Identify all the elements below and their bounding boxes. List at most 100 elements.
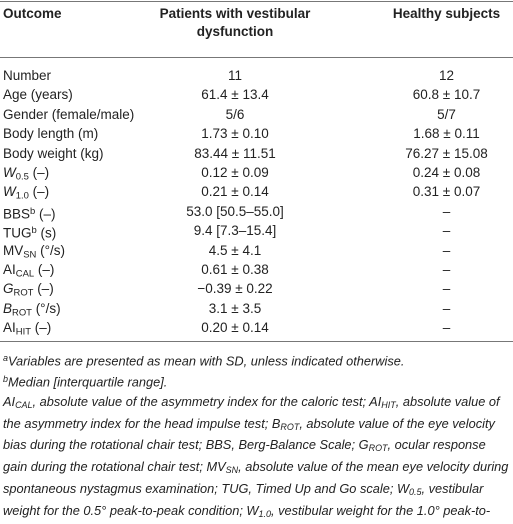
- healthy-value: 60.8 ± 10.7: [412, 87, 481, 103]
- header-healthy: Healthy subjects: [392, 6, 501, 21]
- text-segment: b: [3, 374, 8, 384]
- text-segment: AI: [3, 262, 16, 277]
- text-segment: , ocular response gain during the rotati…: [3, 437, 486, 475]
- text-segment: Number: [3, 68, 52, 83]
- healthy-value: 0.31 ± 0.07: [412, 184, 481, 200]
- text-segment: ROT: [13, 287, 34, 299]
- text-segment: TUG: [3, 225, 32, 241]
- row-label: AICAL (–): [3, 260, 54, 283]
- text-segment: b: [31, 225, 37, 237]
- text-segment: Body weight (kg): [3, 145, 104, 161]
- text-segment: 1.0: [15, 190, 29, 202]
- healthy-value: –: [442, 223, 451, 239]
- text-segment: b: [30, 205, 36, 217]
- text-segment: Age (years): [3, 87, 73, 103]
- healthy-value: 0.24 ± 0.08: [412, 165, 481, 180]
- patients-value: 0.20 ± 0.14: [201, 320, 269, 336]
- text-segment: Median [interquartile range].: [7, 374, 168, 390]
- text-segment: (–): [35, 206, 56, 222]
- healthy-value: –: [442, 281, 451, 297]
- text-segment: ROT: [368, 443, 388, 454]
- row-label: W0.5 (–): [3, 163, 49, 186]
- text-segment: W: [3, 184, 16, 200]
- header-patients: Patients with vestibular dysfunction: [159, 6, 311, 39]
- text-segment: HIT: [381, 400, 396, 411]
- text-segment: AI: [3, 394, 16, 409]
- text-segment: (–): [34, 262, 55, 277]
- patients-value: 9.4 [7.3–15.4]: [193, 223, 277, 239]
- footnote: aVariables are presented as mean with SD…: [3, 349, 509, 371]
- healthy-value: –: [442, 300, 451, 316]
- text-segment: 0.5: [409, 487, 422, 498]
- text-segment: Body length (m): [3, 126, 99, 142]
- healthy-value: –: [442, 203, 451, 219]
- healthy-value: 76.27 ± 15.08: [405, 145, 488, 161]
- text-segment: , absolute value of the asymmetry index …: [3, 394, 500, 431]
- text-segment: , vestibular weight for the 0.5° peak-to…: [3, 480, 484, 518]
- text-segment: a: [3, 353, 8, 363]
- text-segment: (–): [28, 165, 50, 180]
- patients-value: 0.12 ± 0.09: [201, 165, 269, 180]
- row-label: GROT (–): [3, 279, 54, 302]
- text-segment: (–): [30, 320, 52, 336]
- text-segment: W: [3, 165, 16, 180]
- patients-value: 0.21 ± 0.14: [201, 184, 269, 200]
- healthy-value: –: [442, 262, 451, 277]
- patients-value: 53.0 [50.5–55.0]: [186, 203, 284, 219]
- text-segment: SN: [23, 248, 37, 260]
- text-segment: , absolute value of the mean eye velocit…: [3, 459, 509, 496]
- text-segment: Variables are presented as mean with SD,…: [7, 353, 405, 369]
- text-segment: (s): [36, 225, 57, 241]
- text-segment: SN: [225, 465, 239, 476]
- row-label: Age (years): [3, 85, 73, 104]
- patients-value: 83.44 ± 11.51: [194, 145, 276, 161]
- text-segment: 0.5: [15, 171, 29, 183]
- text-segment: (–): [33, 281, 54, 297]
- text-segment: ROT: [12, 307, 32, 319]
- healthy-value: –: [442, 242, 451, 258]
- patients-value: 4.5 ± 4.1: [208, 242, 262, 258]
- footnote: AICAL, absolute value of the asymmetry i…: [3, 393, 509, 524]
- patients-value: 0.61 ± 0.38: [201, 262, 269, 277]
- footnote: bMedian [interquartile range].: [3, 370, 509, 392]
- text-segment: ROT: [280, 421, 300, 432]
- text-segment: , absolute value of the asymmetry index …: [32, 394, 382, 409]
- text-segment: 1.0: [258, 508, 271, 519]
- patients-value: 3.1 ± 3.5: [208, 300, 262, 316]
- row-label: Gender (female/male): [3, 105, 134, 124]
- patients-value: −0.39 ± 0.22: [197, 281, 273, 297]
- row-label: W1.0 (–): [3, 182, 49, 205]
- row-label: Number: [3, 66, 51, 85]
- row-label: MVSN (°/s): [3, 241, 65, 264]
- text-segment: , absolute value of the eye velocity bia…: [3, 415, 495, 453]
- row-label: Body length (m): [3, 124, 98, 143]
- patients-value: 1.73 ± 0.10: [201, 126, 269, 142]
- text-segment: CAL: [15, 400, 33, 411]
- text-segment: HIT: [15, 326, 31, 338]
- patients-value: 5/6: [225, 106, 245, 122]
- text-segment: BBS: [3, 206, 31, 222]
- healthy-value: 1.68 ± 0.11: [413, 126, 480, 142]
- text-segment: (°/s): [31, 300, 61, 316]
- row-label: TUGb (s): [3, 221, 56, 243]
- text-segment: G: [3, 281, 14, 297]
- row-label: BROT (°/s): [3, 299, 61, 322]
- patients-value: 11: [227, 68, 242, 83]
- healthy-value: 5/7: [437, 106, 456, 122]
- bottom-rule: [0, 341, 513, 342]
- text-segment: MV: [3, 242, 24, 258]
- text-segment: AI: [3, 320, 16, 336]
- text-segment: , vestibular weight for the 1.0° peak-to…: [270, 502, 491, 518]
- row-label: Body weight (kg): [3, 144, 104, 163]
- text-segment: CAL: [15, 268, 35, 280]
- top-rule: [0, 1, 513, 2]
- header-outcome: Outcome: [3, 6, 62, 21]
- patients-value: 61.4 ± 13.4: [201, 87, 269, 103]
- text-segment: (–): [28, 184, 50, 200]
- healthy-value: 12: [438, 68, 455, 83]
- text-segment: (°/s): [36, 242, 66, 258]
- text-segment: Gender (female/male): [3, 106, 135, 122]
- header-rule: [0, 57, 513, 58]
- row-label: AIHIT (–): [3, 318, 51, 341]
